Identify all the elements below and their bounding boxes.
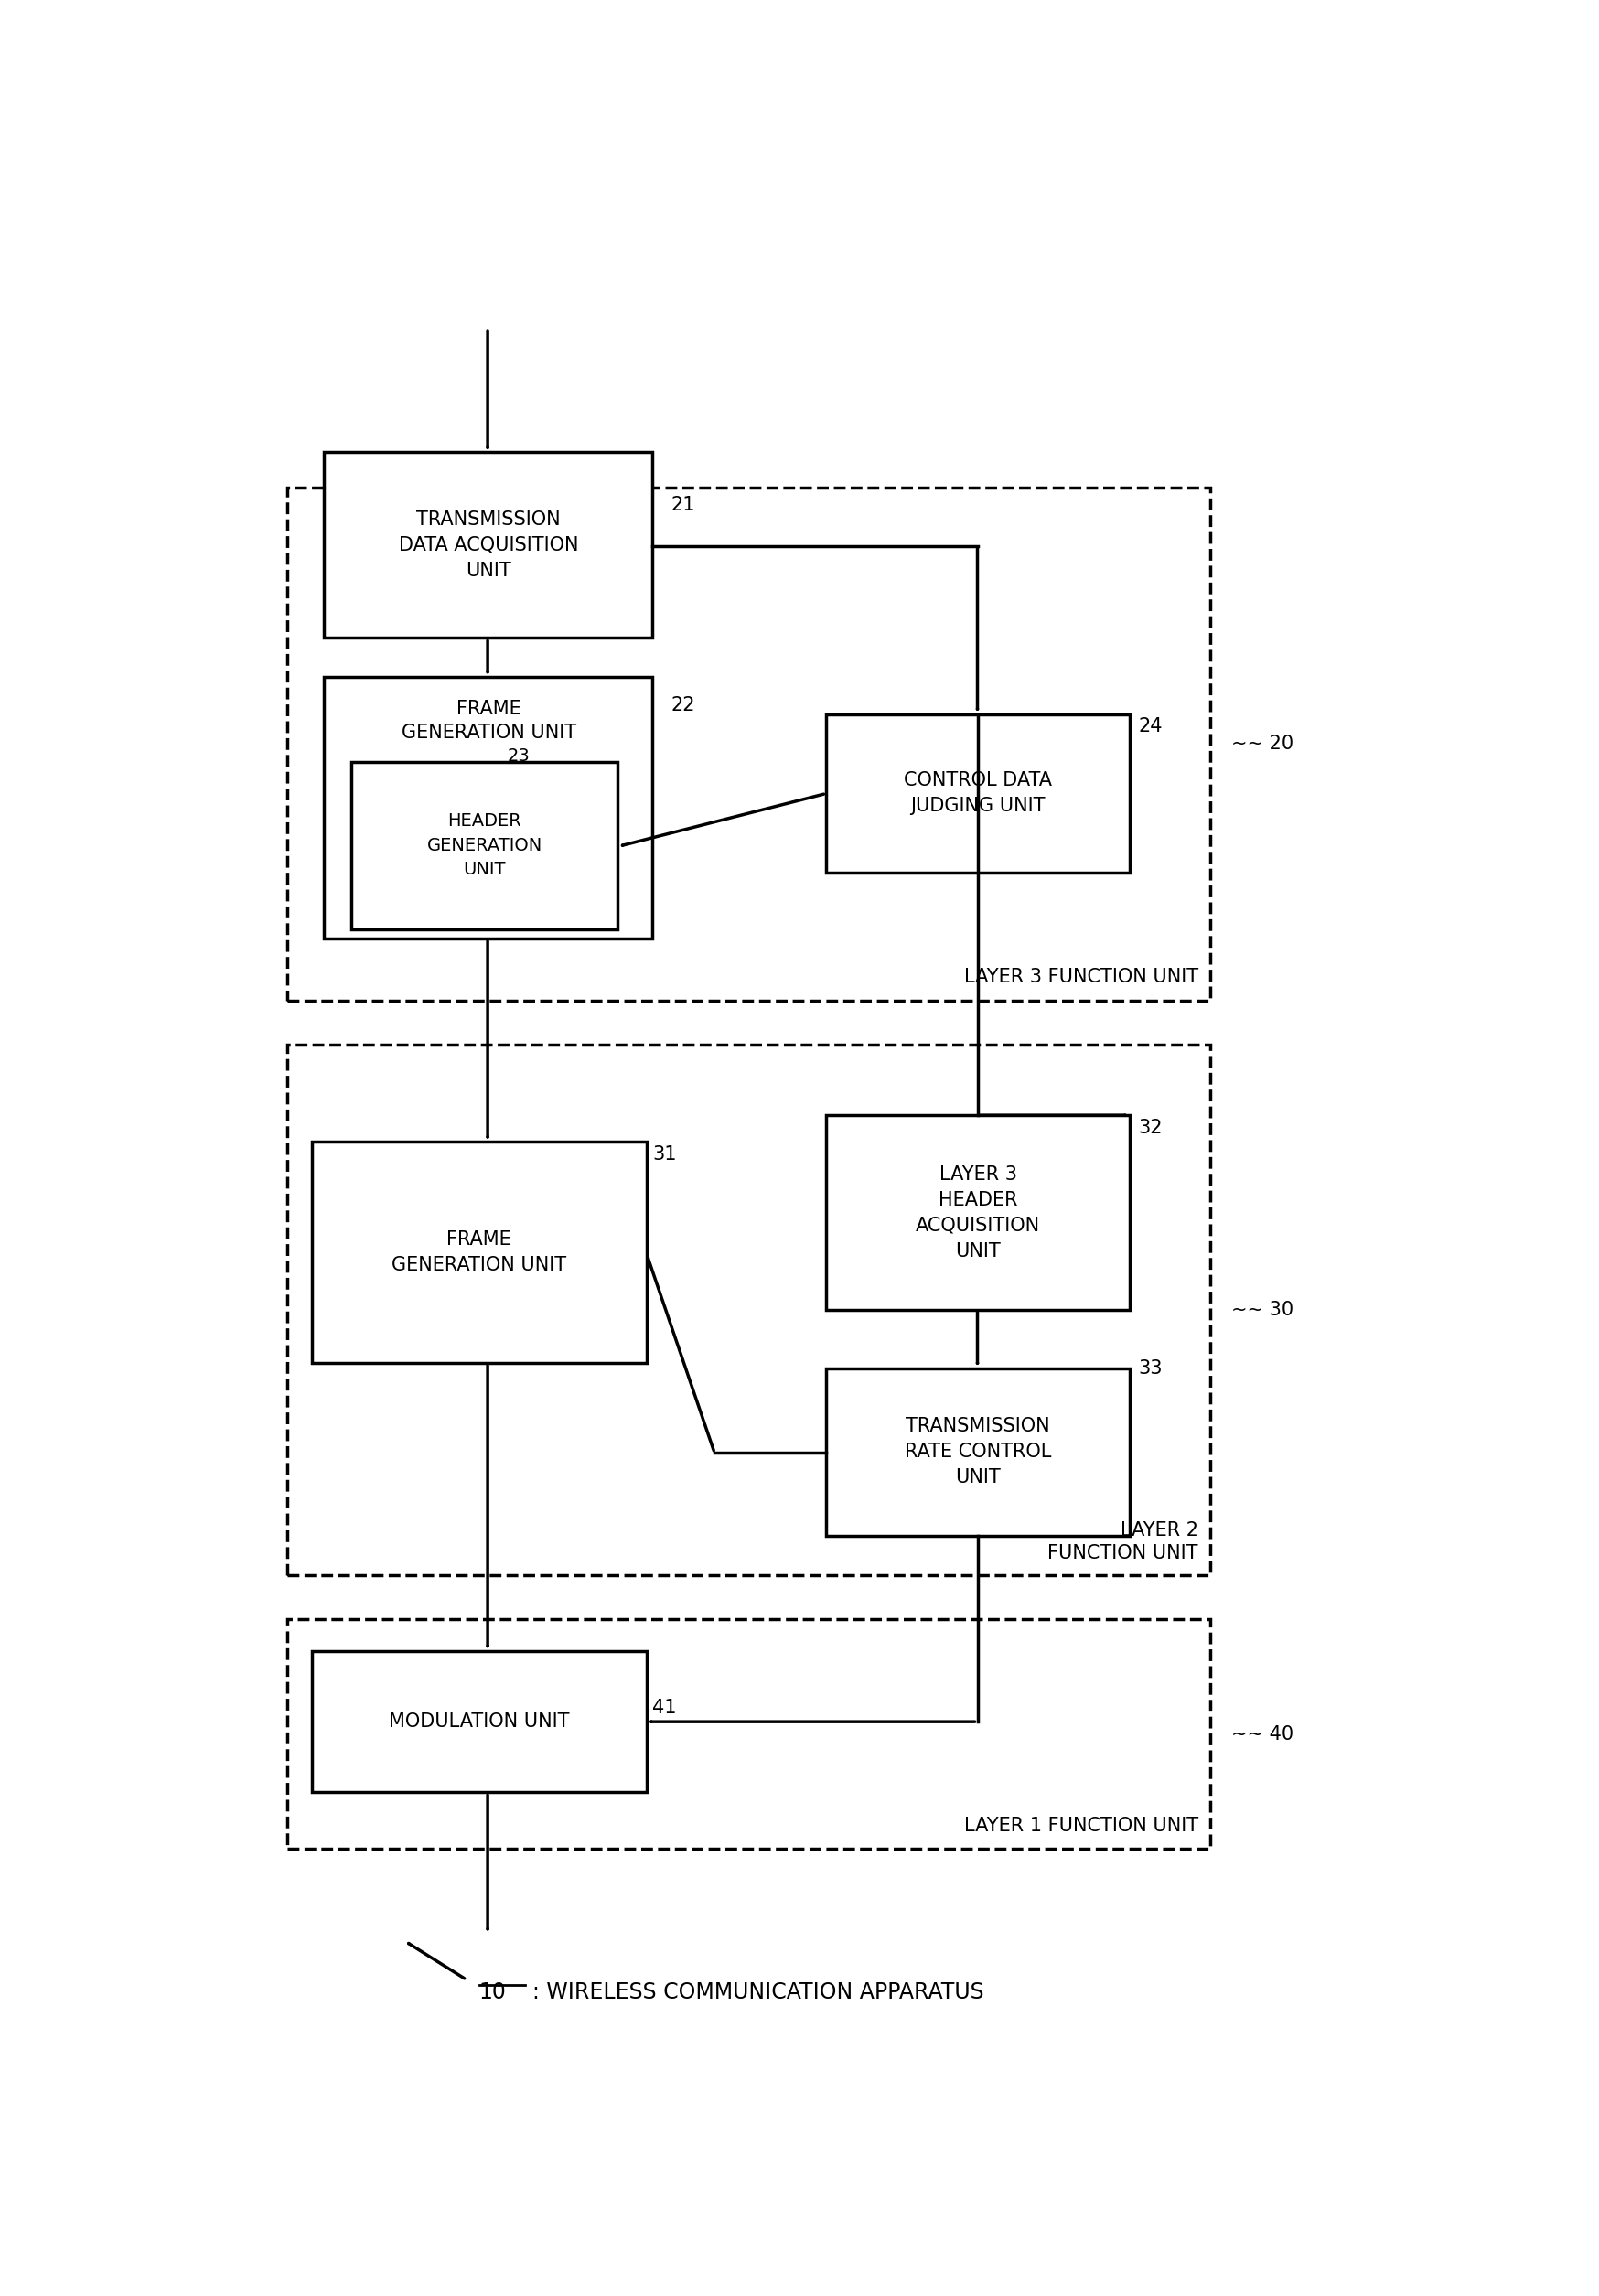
Text: 41: 41 [652,1699,676,1717]
Bar [352,762,617,930]
Text: ~~ 20: ~~ 20 [1231,735,1294,753]
Bar [825,1368,1129,1536]
Text: ~~ 40: ~~ 40 [1231,1724,1294,1743]
Text: ~~ 30: ~~ 30 [1231,1300,1294,1318]
Text: MODULATION UNIT: MODULATION UNIT [389,1713,569,1731]
Text: LAYER 2
FUNCTION UNIT: LAYER 2 FUNCTION UNIT [1047,1522,1198,1564]
Bar [286,1619,1210,1848]
Text: 10: 10 [478,1981,505,2004]
Text: CONTROL DATA
JUDGING UNIT: CONTROL DATA JUDGING UNIT [903,771,1052,815]
Bar [825,1116,1129,1309]
Text: LAYER 3
HEADER
ACQUISITION
UNIT: LAYER 3 HEADER ACQUISITION UNIT [915,1164,1039,1261]
Bar [323,677,652,939]
Text: 31: 31 [652,1146,676,1164]
Text: HEADER
GENERATION
UNIT: HEADER GENERATION UNIT [427,813,542,879]
Text: 33: 33 [1138,1359,1162,1378]
Bar [312,1141,646,1364]
Text: LAYER 1 FUNCTION UNIT: LAYER 1 FUNCTION UNIT [963,1816,1198,1835]
Text: FRAME
GENERATION UNIT: FRAME GENERATION UNIT [401,700,576,742]
Bar [323,452,652,638]
Text: 21: 21 [672,496,696,514]
Text: LAYER 3 FUNCTION UNIT: LAYER 3 FUNCTION UNIT [963,969,1198,987]
Text: : WIRELESS COMMUNICATION APPARATUS: : WIRELESS COMMUNICATION APPARATUS [532,1981,983,2004]
Text: 32: 32 [1138,1118,1162,1137]
Text: 23: 23 [507,748,529,765]
Bar [286,1045,1210,1575]
Bar [825,714,1129,872]
Text: TRANSMISSION
DATA ACQUISITION
UNIT: TRANSMISSION DATA ACQUISITION UNIT [398,510,577,581]
Bar [312,1651,646,1793]
Text: FRAME
GENERATION UNIT: FRAME GENERATION UNIT [392,1231,566,1274]
Text: TRANSMISSION
RATE CONTROL
UNIT: TRANSMISSION RATE CONTROL UNIT [903,1417,1051,1488]
Bar [286,487,1210,1001]
Text: 24: 24 [1138,716,1162,735]
Text: 22: 22 [672,696,696,714]
